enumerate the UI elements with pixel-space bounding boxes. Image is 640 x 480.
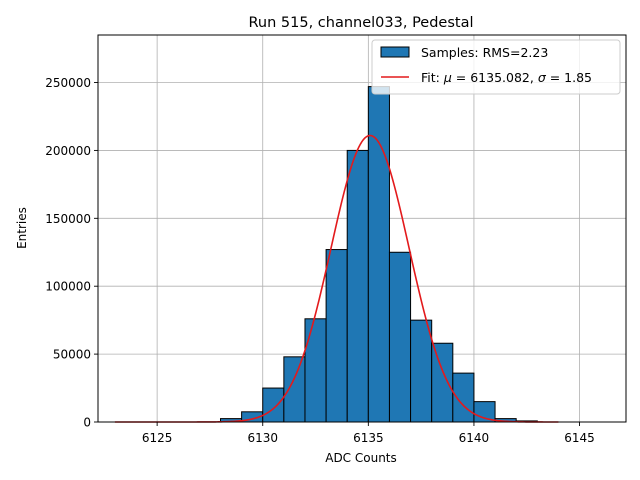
legend-fit-mu-symbol: μ bbox=[443, 70, 452, 85]
legend-fit-sigma-symbol: σ bbox=[538, 70, 547, 85]
x-tick-label: 6140 bbox=[459, 431, 490, 445]
y-tick-label: 200000 bbox=[45, 144, 91, 158]
x-axis: 6125 6130 6135 6140 6145 bbox=[142, 422, 595, 445]
histogram-bar bbox=[325, 249, 348, 423]
histogram-bar bbox=[473, 401, 496, 423]
chart-title: Run 515, channel033, Pedestal bbox=[248, 15, 473, 31]
y-tick-label: 150000 bbox=[45, 212, 91, 226]
legend-histogram-label: Samples: RMS=2.23 bbox=[421, 45, 548, 60]
x-tick-label: 6145 bbox=[564, 431, 595, 445]
y-axis-label: Entries bbox=[15, 207, 29, 249]
legend-fit-prefix: Fit: bbox=[421, 70, 444, 85]
histogram-bar bbox=[388, 251, 412, 423]
y-tick-label: 250000 bbox=[45, 76, 91, 90]
legend-fit-label: Fit: μ = 6135.082, σ = 1.85 bbox=[421, 70, 592, 85]
y-tick-label: 100000 bbox=[45, 280, 91, 294]
legend-frame bbox=[371, 39, 621, 95]
legend: Samples: RMS=2.23 Fit: μ = 6135.082, σ =… bbox=[371, 39, 621, 95]
x-tick-label: 6125 bbox=[142, 431, 173, 445]
x-axis-label: ADC Counts bbox=[325, 451, 397, 465]
y-axis: 0 50000 100000 150000 200000 250000 bbox=[45, 76, 98, 430]
y-tick-label: 50000 bbox=[53, 348, 91, 362]
legend-histogram-swatch bbox=[380, 46, 410, 58]
histogram-bar bbox=[367, 86, 390, 423]
legend-fit-sigma-value: = 1.85 bbox=[546, 70, 592, 85]
histogram-bars bbox=[219, 86, 538, 423]
x-tick-label: 6130 bbox=[247, 431, 278, 445]
y-tick-label: 0 bbox=[83, 416, 91, 430]
histogram-bar bbox=[283, 356, 306, 423]
histogram-bar bbox=[346, 149, 369, 423]
histogram-bar bbox=[410, 319, 433, 423]
histogram-bar bbox=[431, 342, 454, 423]
legend-fit-mu-value: = 6135.082, bbox=[452, 70, 538, 85]
plot-frame bbox=[97, 34, 627, 423]
x-tick-label: 6135 bbox=[353, 431, 384, 445]
histogram-bar bbox=[262, 387, 285, 423]
histogram-bar bbox=[304, 318, 327, 423]
